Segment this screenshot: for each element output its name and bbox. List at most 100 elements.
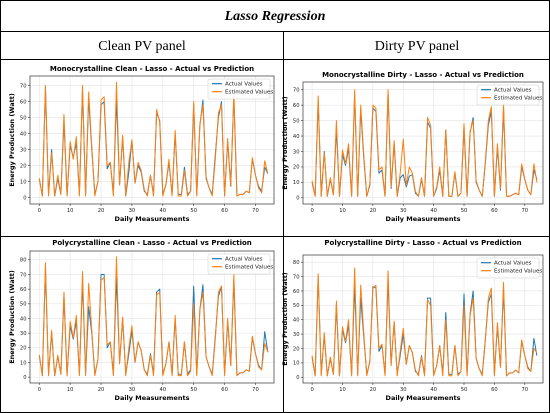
x-tick-label: 30 — [129, 208, 136, 214]
y-tick-label: 70 — [293, 88, 300, 94]
y-tick-label: 30 — [293, 149, 300, 155]
y-tick-label: 20 — [293, 165, 300, 171]
legend-box — [476, 84, 540, 106]
x-tick-label: 50 — [190, 387, 197, 393]
y-tick-label: 60 — [293, 103, 300, 109]
y-tick-label: 60 — [20, 287, 27, 293]
chart-poly-clean: Polycrystalline Clean - Lasso - Actual v… — [8, 239, 275, 402]
chart-poly-dirty: Polycrystalline Dirty - Lasso - Actual v… — [281, 239, 544, 402]
y-tick-label: 10 — [293, 180, 300, 186]
series-line-estimated — [311, 89, 538, 197]
y-tick-label: 10 — [20, 179, 27, 185]
chart-mono-dirty: Monocrystalline Dirty - Lasso - Actual v… — [281, 71, 544, 223]
x-axis-label: Daily Measurements — [115, 394, 190, 402]
x-tick-label: 70 — [252, 387, 259, 393]
x-axis-label: Daily Measurements — [115, 215, 190, 223]
chart-title: Polycrystalline Clean - Lasso - Actual v… — [52, 239, 252, 247]
chart-title: Monocrystalline Clean - Lasso - Actual v… — [50, 65, 254, 73]
y-tick-label: 80 — [293, 260, 300, 266]
legend-box — [476, 257, 540, 279]
x-tick-label: 0 — [38, 208, 41, 214]
y-tick-label: 70 — [20, 272, 27, 278]
y-tick-label: 30 — [20, 147, 27, 153]
x-tick-label: 60 — [221, 387, 228, 393]
y-axis-label: Energy Production (Watt) — [281, 96, 289, 190]
y-tick-label: 0 — [23, 195, 26, 201]
y-tick-label: 20 — [293, 346, 300, 352]
x-tick-label: 10 — [67, 208, 74, 214]
y-tick-label: 20 — [20, 346, 27, 352]
x-tick-label: 40 — [160, 387, 167, 393]
y-tick-label: 50 — [20, 115, 27, 121]
y-tick-label: 0 — [296, 196, 299, 202]
y-tick-label: 40 — [20, 131, 27, 137]
x-tick-label: 60 — [491, 387, 498, 393]
x-tick-label: 30 — [129, 387, 136, 393]
y-axis-label: Energy Production (Watt) — [8, 93, 16, 187]
y-tick-label: 60 — [20, 99, 27, 105]
x-tick-label: 50 — [461, 208, 468, 214]
y-tick-label: 70 — [293, 274, 300, 280]
chart-title: Polycrystalline Dirty - Lasso - Actual v… — [324, 239, 521, 247]
x-tick-label: 20 — [370, 387, 377, 393]
plot-frame — [29, 250, 275, 384]
x-tick-label: 30 — [400, 208, 407, 214]
y-tick-label: 50 — [20, 302, 27, 308]
x-tick-label: 70 — [521, 208, 528, 214]
y-tick-label: 0 — [23, 375, 26, 381]
x-tick-label: 50 — [190, 208, 197, 214]
y-tick-label: 50 — [293, 303, 300, 309]
legend-label: Actual Values — [225, 257, 263, 263]
chart-mono-clean: Monocrystalline Clean - Lasso - Actual v… — [8, 65, 275, 223]
x-tick-label: 50 — [461, 387, 468, 393]
y-axis-label: Energy Production (Watt) — [8, 270, 16, 364]
legend-label: Actual Values — [494, 261, 532, 267]
x-tick-label: 60 — [491, 208, 498, 214]
y-tick-label: 50 — [293, 118, 300, 124]
x-tick-label: 10 — [339, 387, 346, 393]
y-tick-label: 20 — [20, 163, 27, 169]
legend-box — [207, 253, 271, 275]
y-tick-label: 70 — [20, 83, 27, 89]
x-axis-label: Daily Measurements — [386, 394, 461, 402]
legend-label: Estimated Values — [225, 265, 273, 271]
legend-label: Actual Values — [225, 82, 263, 88]
y-tick-label: 30 — [20, 331, 27, 337]
y-tick-label: 40 — [293, 134, 300, 140]
chart-title: Monocrystalline Dirty - Lasso - Actual v… — [322, 71, 524, 79]
column-head-clean: Clean PV panel — [98, 39, 186, 54]
x-tick-label: 20 — [370, 208, 377, 214]
x-tick-label: 70 — [252, 208, 259, 214]
x-tick-label: 20 — [98, 208, 105, 214]
series-line-estimated — [38, 81, 269, 197]
legend-box — [207, 78, 271, 100]
y-tick-label: 10 — [293, 361, 300, 367]
x-tick-label: 0 — [38, 387, 41, 393]
y-tick-label: 80 — [20, 258, 27, 264]
y-tick-label: 0 — [296, 375, 299, 381]
x-tick-label: 40 — [430, 387, 437, 393]
legend-label: Estimated Values — [225, 90, 273, 96]
legend-label: Estimated Values — [494, 269, 542, 275]
series-line-estimated — [311, 267, 538, 377]
y-axis-label: Energy Production (Watt) — [281, 272, 289, 366]
x-tick-label: 70 — [521, 387, 528, 393]
legend-label: Actual Values — [494, 88, 532, 94]
x-tick-label: 0 — [310, 387, 313, 393]
y-tick-label: 30 — [293, 332, 300, 338]
x-tick-label: 10 — [67, 387, 74, 393]
series-line-estimated — [38, 256, 269, 377]
y-tick-label: 60 — [293, 289, 300, 295]
y-tick-label: 10 — [20, 360, 27, 366]
column-head-dirty: Dirty PV panel — [375, 39, 460, 54]
plot-frame — [302, 81, 544, 205]
legend-label: Estimated Values — [494, 96, 542, 102]
plot-frame — [29, 75, 275, 205]
x-tick-label: 20 — [98, 387, 105, 393]
x-tick-label: 0 — [310, 208, 313, 214]
x-tick-label: 60 — [221, 208, 228, 214]
table-title: Lasso Regression — [224, 9, 326, 24]
